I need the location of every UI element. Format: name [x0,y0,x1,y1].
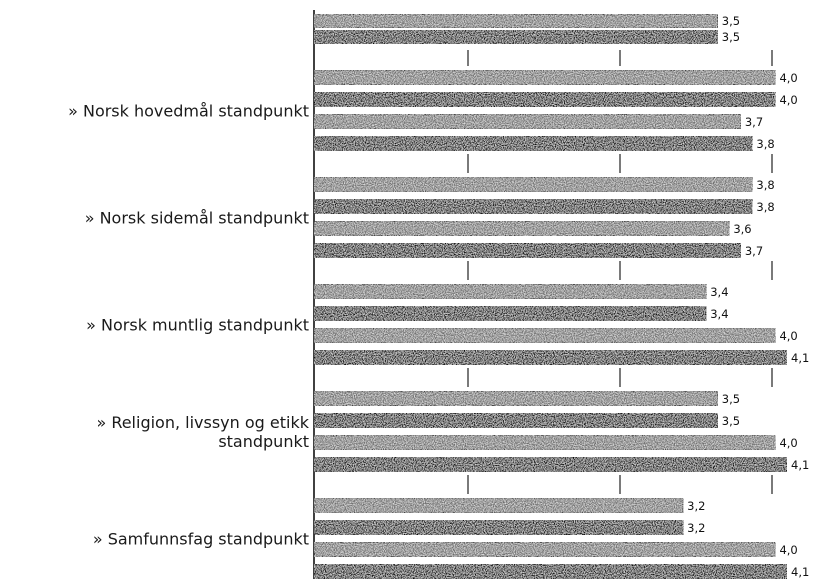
bar-0-3 [313,135,753,152]
value-label-4-2: 4,0 [779,543,797,557]
bar-partial-0 [313,13,719,29]
bar-3-1 [313,412,719,429]
category-label-1: » Norsk sidemål standpunkt [85,209,309,228]
bar-4-3 [313,563,788,579]
value-label-4-3: 4,1 [791,565,809,579]
value-label-partial-1: 3,5 [722,30,740,44]
value-label-3-3: 4,1 [791,458,809,472]
value-label-1-0: 3,8 [756,178,774,192]
bar-4-2 [313,541,776,558]
value-label-3-2: 4,0 [779,436,797,450]
bar-1-0 [313,176,753,193]
bars [313,13,788,579]
bar-1-2 [313,220,730,237]
value-label-2-2: 4,0 [779,329,797,343]
value-label-3-1: 3,5 [722,414,740,428]
labels: 3,5 3,5 4,0 4,0 3,7 3,8 » Norsk hovedmål stand… [68,14,809,579]
value-label-0-3: 3,8 [756,137,774,151]
bar-2-0 [313,283,707,300]
bar-0-1 [313,91,776,108]
bar-2-2 [313,327,776,344]
value-label-3-0: 3,5 [722,392,740,406]
bar-2-1 [313,305,707,322]
category-label-3-line-0: » Religion, livssyn og etikk [96,413,309,432]
value-label-2-3: 4,1 [791,351,809,365]
category-label-2: » Norsk muntlig standpunkt [86,316,309,335]
value-label-partial-0: 3,5 [722,14,740,28]
bar-3-3 [313,456,788,473]
category-label-4: » Samfunnsfag standpunkt [93,530,309,549]
value-label-4-1: 3,2 [687,521,705,535]
bar-3-2 [313,434,776,451]
bar-0-0 [313,69,776,86]
bar-1-1 [313,198,753,215]
bar-4-0 [313,497,684,514]
value-label-2-0: 3,4 [710,285,728,299]
value-label-0-0: 4,0 [779,71,797,85]
value-label-4-0: 3,2 [687,499,705,513]
category-label-3-line-1: standpunkt [218,432,309,451]
category-label-0: » Norsk hovedmål standpunkt [68,102,309,121]
value-label-2-1: 3,4 [710,307,728,321]
value-label-1-3: 3,7 [745,244,763,258]
bar-2-3 [313,349,788,366]
bar-4-1 [313,519,684,536]
bar-3-0 [313,390,719,407]
bar-0-2 [313,113,742,130]
bar-partial-1 [313,29,719,45]
value-label-1-2: 3,6 [733,222,751,236]
value-label-1-1: 3,8 [756,200,774,214]
bar-1-3 [313,242,742,259]
value-label-0-1: 4,0 [779,93,797,107]
value-label-0-2: 3,7 [745,115,763,129]
